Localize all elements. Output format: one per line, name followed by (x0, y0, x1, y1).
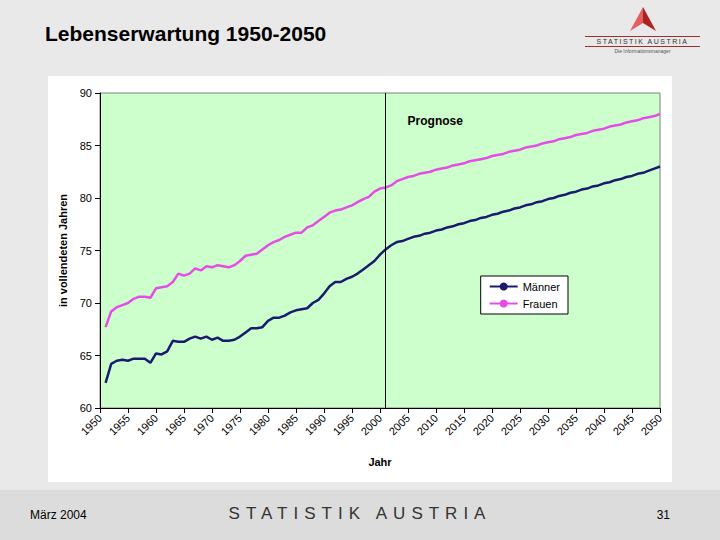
svg-text:1980: 1980 (246, 412, 272, 438)
svg-text:Frauen: Frauen (523, 298, 558, 310)
svg-text:in vollendeten Jahren: in vollendeten Jahren (57, 194, 69, 307)
svg-text:1985: 1985 (274, 412, 300, 438)
svg-text:2035: 2035 (554, 412, 580, 438)
svg-text:Prognose: Prognose (408, 114, 464, 128)
html-text:31: 31 (656, 508, 670, 522)
svg-text:75: 75 (80, 245, 92, 257)
svg-text:2000: 2000 (358, 412, 384, 438)
svg-text:85: 85 (80, 140, 92, 152)
svg-text:1990: 1990 (302, 412, 328, 438)
html-text:März 2004: März 2004 (30, 508, 87, 522)
svg-text:2045: 2045 (610, 412, 636, 438)
svg-text:60: 60 (80, 402, 92, 414)
svg-text:2025: 2025 (498, 412, 524, 438)
html-text:STATISTIK AUSTRIA: STATISTIK AUSTRIA (228, 504, 492, 523)
svg-text:90: 90 (80, 87, 92, 99)
svg-text:2030: 2030 (526, 412, 552, 438)
svg-text:2040: 2040 (582, 412, 608, 438)
svg-text:2020: 2020 (470, 412, 496, 438)
svg-text:2005: 2005 (386, 412, 412, 438)
svg-text:1965: 1965 (162, 412, 188, 438)
svg-text:Männer: Männer (523, 281, 561, 293)
svg-text:2050: 2050 (638, 412, 664, 438)
svg-text:2010: 2010 (414, 412, 440, 438)
html-text:Lebenserwartung 1950-2050: Lebenserwartung 1950-2050 (45, 22, 327, 45)
svg-text:65: 65 (80, 350, 92, 362)
svg-text:1995: 1995 (330, 412, 356, 438)
svg-text:Jahr: Jahr (368, 456, 392, 468)
svg-text:70: 70 (80, 297, 92, 309)
svg-text:1950: 1950 (78, 412, 104, 438)
svg-text:80: 80 (80, 192, 92, 204)
svg-text:1955: 1955 (106, 412, 132, 438)
html-text:STATISTIK AUSTRIA: STATISTIK AUSTRIA (596, 38, 689, 45)
svg-text:2015: 2015 (442, 412, 468, 438)
svg-text:1960: 1960 (134, 412, 160, 438)
svg-text:1970: 1970 (190, 412, 216, 438)
html-text:Die Informationsmanager: Die Informationsmanager (614, 48, 671, 54)
svg-text:1975: 1975 (218, 412, 244, 438)
